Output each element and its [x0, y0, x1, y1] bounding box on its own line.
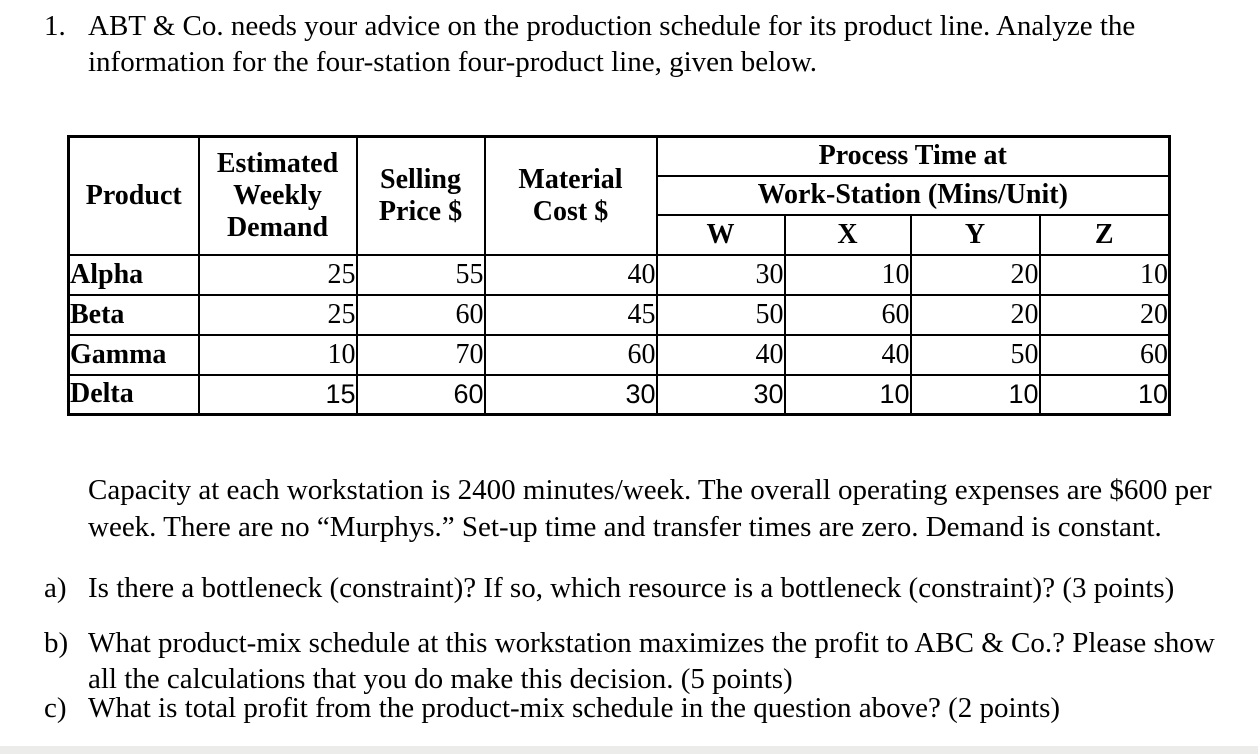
column-header-material-cost: Material Cost $ [483, 135, 658, 256]
question-a-line: Is there a bottleneck (constraint)? If s… [88, 572, 1175, 604]
question-b-text: What product-mix schedule at this workst… [88, 625, 1215, 697]
column-header-product: Product [67, 135, 200, 256]
question-b-label: b) [44, 627, 69, 659]
station-y-cell: 20 [909, 293, 1041, 336]
product-table: Product Estimated Weekly Demand Selling … [67, 135, 1171, 416]
station-w-cell: 30 [655, 373, 786, 416]
demand-cell: 25 [197, 293, 358, 336]
demand-cell: 10 [197, 333, 358, 376]
demand-cell: 15 [197, 373, 358, 416]
question-number: 1. [44, 10, 66, 42]
table-row-alpha: Alpha 25 55 40 30 10 20 10 [67, 253, 1171, 296]
demand-header-line: Weekly [233, 179, 322, 211]
product-data-table: Product Estimated Weekly Demand Selling … [67, 135, 1171, 416]
station-y-cell: 20 [909, 253, 1041, 296]
station-x-cell: 40 [783, 333, 912, 376]
material-header-line: Material [518, 163, 623, 195]
station-x-cell: 10 [783, 253, 912, 296]
product-name-cell: Alpha [67, 253, 200, 296]
station-x-cell: 10 [783, 373, 912, 416]
station-z-cell: 10 [1038, 253, 1171, 296]
selling-price-cell: 60 [355, 293, 486, 336]
selling-header-line: Price $ [378, 195, 463, 227]
station-w-cell: 30 [655, 253, 786, 296]
question-c-text: What is total profit from the product-mi… [88, 690, 1060, 726]
question-b-line: What product-mix schedule at this workst… [88, 627, 1215, 659]
station-y-cell: 50 [909, 333, 1041, 376]
table-row-beta: Beta 25 60 45 50 60 20 20 [67, 293, 1171, 336]
material-header-line: Cost $ [532, 195, 609, 227]
question-b-line: all the calculations that you do make th… [88, 663, 793, 695]
product-name-cell: Beta [67, 293, 200, 336]
station-z-cell: 60 [1038, 333, 1171, 376]
question-a-text: Is there a bottleneck (constraint)? If s… [88, 570, 1174, 606]
product-name-cell: Gamma [67, 333, 200, 376]
station-z-cell: 20 [1038, 293, 1171, 336]
process-time-header: Process Time at [655, 135, 1171, 177]
capacity-line-1: Capacity at each workstation is 2400 min… [88, 474, 1212, 506]
material-cost-cell: 45 [483, 293, 658, 336]
intro-line-1: ABT & Co. needs your advice on the produ… [88, 10, 1136, 42]
selling-price-cell: 55 [355, 253, 486, 296]
intro-line-2: information for the four-station four-pr… [88, 46, 818, 78]
question-c-label: c) [44, 692, 67, 724]
station-z-cell: 10 [1038, 373, 1171, 416]
question-b: b) What product-mix schedule at this wor… [44, 625, 1215, 697]
demand-cell: 25 [197, 253, 358, 296]
station-w-cell: 40 [655, 333, 786, 376]
scan-artifact-strip [0, 746, 1258, 754]
question-a-label: a) [44, 572, 67, 604]
selling-price-cell: 60 [355, 373, 486, 416]
station-x-cell: 60 [783, 293, 912, 336]
capacity-line-2: week. There are no “Murphys.” Set-up tim… [88, 511, 1162, 543]
table-row-delta: Delta 15 60 30 30 10 10 10 [67, 373, 1171, 416]
capacity-note: Capacity at each workstation is 2400 min… [88, 472, 1212, 546]
column-header-demand: Estimated Weekly Demand [197, 135, 358, 256]
question-a: a) Is there a bottleneck (constraint)? I… [44, 570, 1174, 606]
table-row-gamma: Gamma 10 70 60 40 40 50 60 [67, 333, 1171, 376]
station-header-x: X [783, 213, 912, 256]
material-cost-cell: 40 [483, 253, 658, 296]
demand-header-line: Demand [226, 211, 329, 243]
intro-text: ABT & Co. needs your advice on the produ… [88, 8, 1135, 80]
workstation-header: Work-Station (Mins/Unit) [655, 174, 1171, 216]
question-c: c) What is total profit from the product… [44, 690, 1060, 726]
station-header-w: W [655, 213, 786, 256]
material-cost-cell: 60 [483, 333, 658, 376]
material-cost-cell: 30 [483, 373, 658, 416]
selling-header-line: Selling [380, 163, 461, 195]
product-name-cell: Delta [67, 373, 200, 416]
demand-header-line: Estimated [216, 147, 339, 179]
selling-price-cell: 70 [355, 333, 486, 376]
question-c-line: What is total profit from the product-mi… [88, 692, 1061, 724]
column-header-selling-price: Selling Price $ [355, 135, 486, 256]
station-w-cell: 50 [655, 293, 786, 336]
station-header-y: Y [909, 213, 1041, 256]
station-header-z: Z [1038, 213, 1171, 256]
intro-paragraph: 1. ABT & Co. needs your advice on the pr… [44, 8, 1135, 80]
station-y-cell: 10 [909, 373, 1041, 416]
